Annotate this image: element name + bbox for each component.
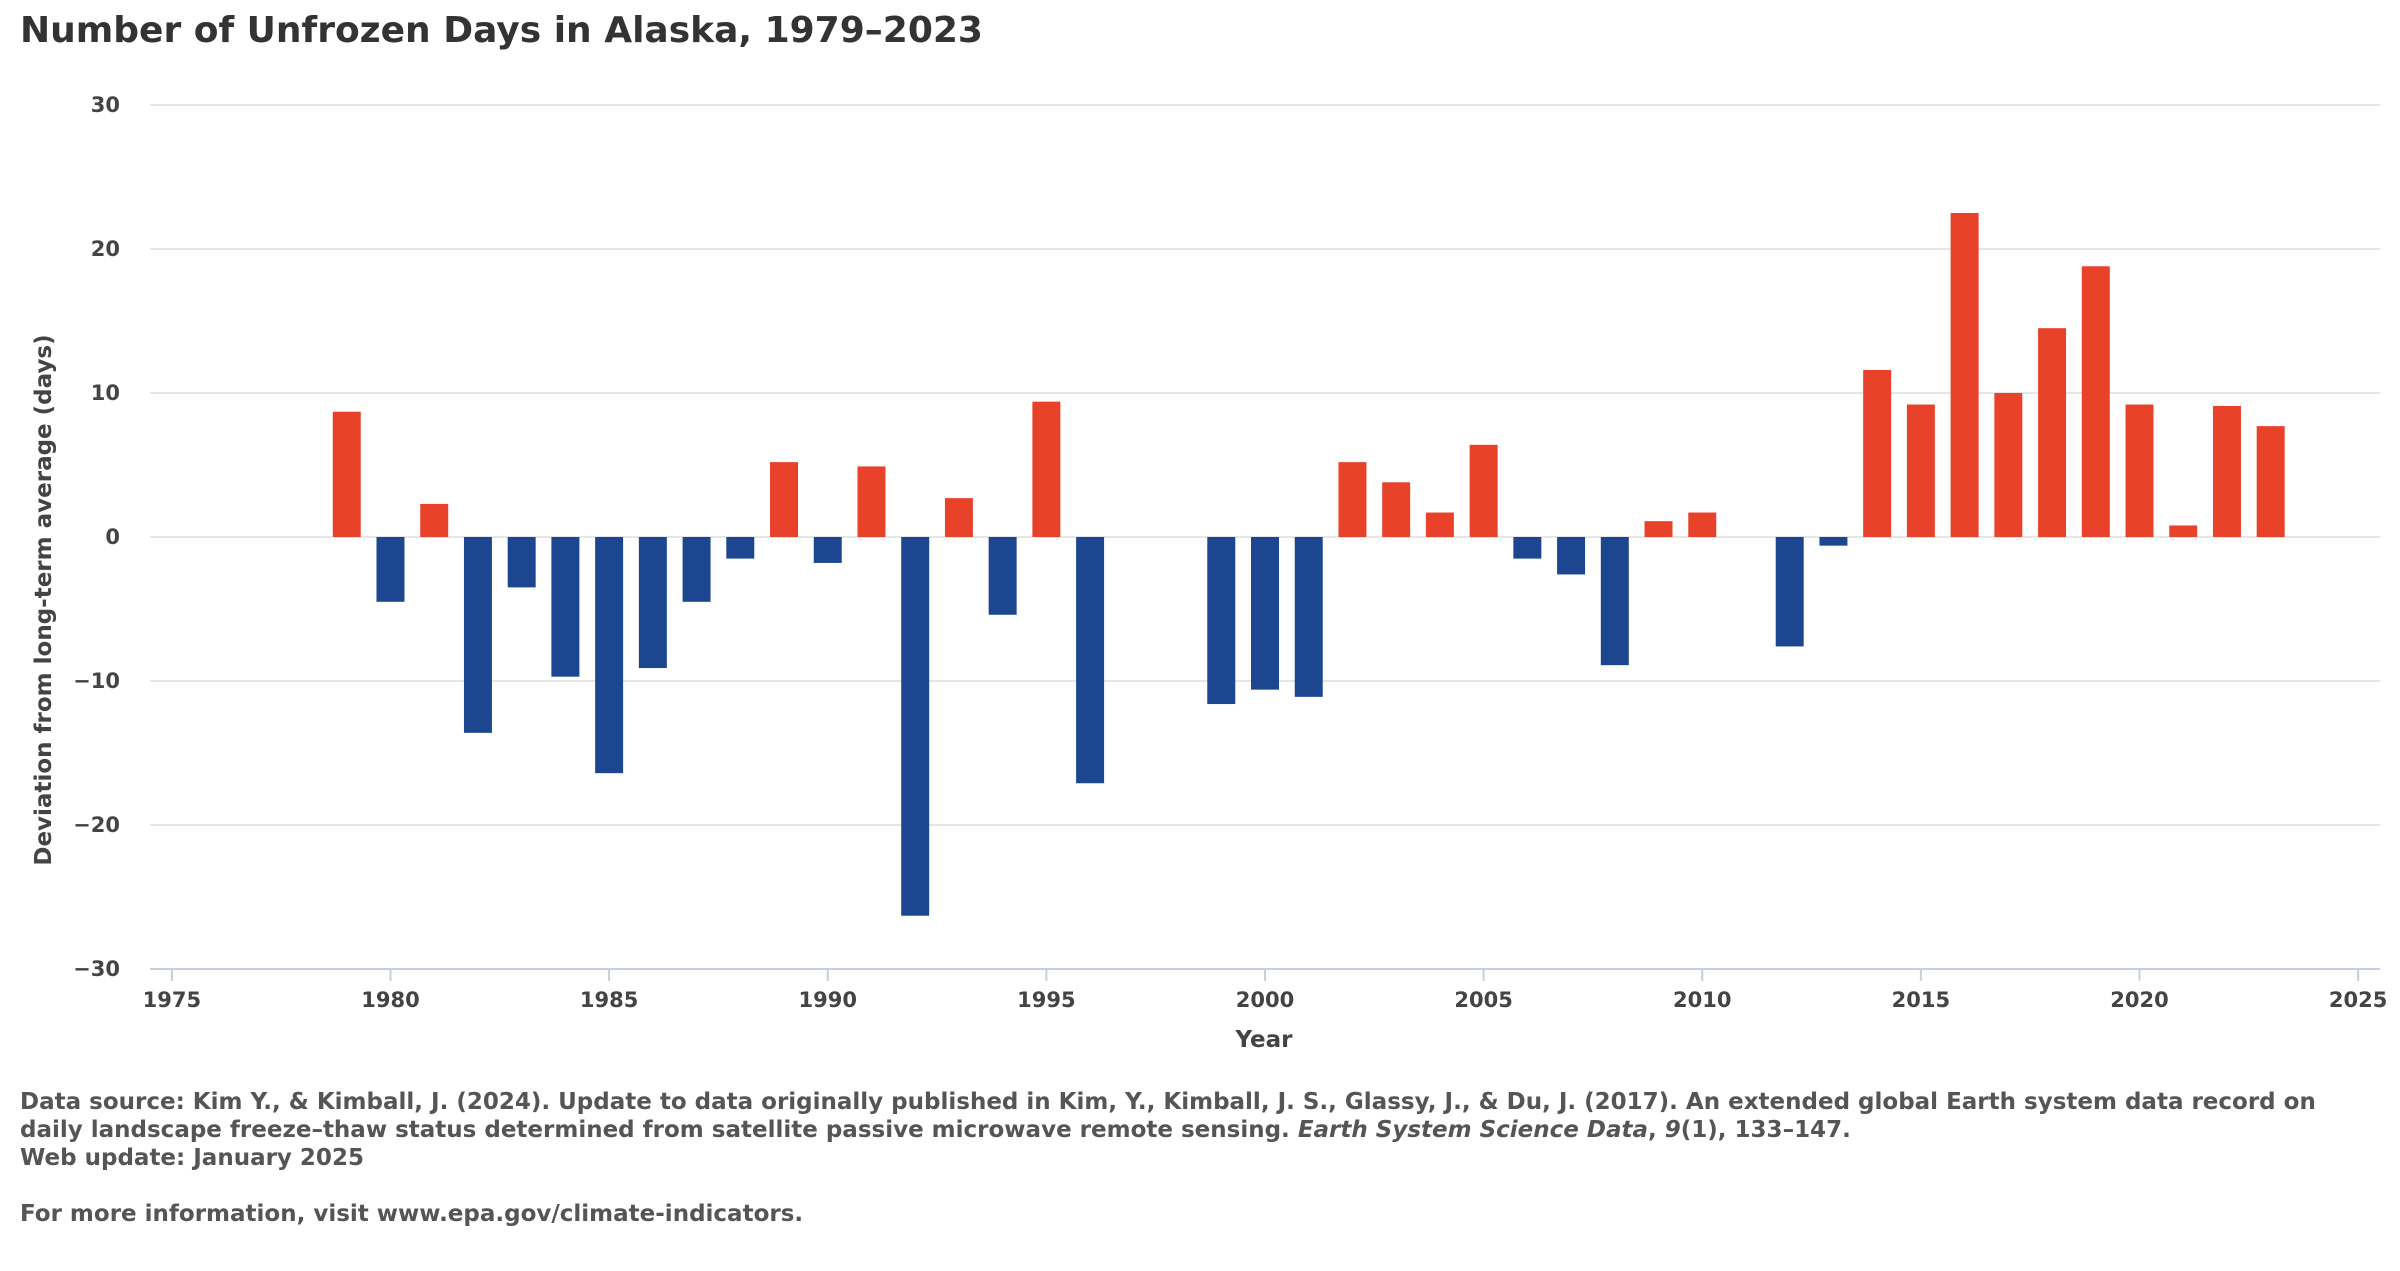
- bar-1995: [1032, 401, 1061, 537]
- bar-2016: [1950, 213, 1979, 537]
- y-tick-label: 30: [91, 93, 120, 117]
- y-axis-title: Deviation from long-term average (days): [31, 334, 57, 865]
- bar-1993: [944, 498, 973, 537]
- x-tick-label: 2025: [2329, 988, 2387, 1012]
- bar-2013: [1819, 537, 1848, 546]
- x-tick-label: 1980: [361, 988, 419, 1012]
- source-text: Data source: Kim Y., & Kimball, J. (2024…: [20, 1089, 2316, 1143]
- source-separator: ,: [1648, 1117, 1665, 1143]
- bar-1983: [507, 537, 536, 588]
- x-tick-label: 1990: [799, 988, 857, 1012]
- y-tick-label: −30: [73, 957, 120, 981]
- bar-2014: [1863, 369, 1892, 537]
- x-tick-label: 2020: [2110, 988, 2168, 1012]
- chart-notes: Data source: Kim Y., & Kimball, J. (2024…: [20, 1088, 2360, 1228]
- bar-1979: [332, 411, 361, 537]
- y-tick-label: −20: [73, 813, 120, 837]
- bar-2003: [1382, 482, 1411, 537]
- bar-1996: [1076, 537, 1105, 784]
- bar-2006: [1513, 537, 1542, 559]
- web-update-note: Web update: January 2025: [20, 1145, 364, 1171]
- source-volume: 9: [1664, 1117, 1681, 1143]
- y-axis-ticks: 30 20 10 0 −10 −20 −30: [73, 93, 120, 981]
- x-tick-label: 1995: [1017, 988, 1075, 1012]
- bar-1991: [857, 466, 886, 537]
- bar-2021: [2169, 525, 2198, 537]
- bar-2005: [1469, 444, 1498, 537]
- bar-1989: [770, 462, 799, 537]
- x-tick-label: 2005: [1454, 988, 1512, 1012]
- x-tick-label: 1985: [580, 988, 638, 1012]
- x-tick-label: 1975: [143, 988, 201, 1012]
- bar-2008: [1600, 537, 1629, 666]
- x-tick-label: 2000: [1236, 988, 1294, 1012]
- y-tick-label: 0: [105, 525, 120, 549]
- chart-title: Number of Unfrozen Days in Alaska, 1979–…: [20, 10, 983, 51]
- bar-2022: [2212, 405, 2241, 537]
- bar-1999: [1207, 537, 1236, 705]
- bar-1980: [376, 537, 405, 602]
- bar-2012: [1775, 537, 1804, 647]
- bar-1988: [726, 537, 755, 559]
- y-tick-label: 20: [91, 237, 120, 261]
- bar-2018: [2038, 328, 2067, 537]
- x-axis-title: Year: [1234, 1027, 1293, 1053]
- source-pages: (1), 133–147.: [1680, 1117, 1851, 1143]
- bar-2019: [2081, 266, 2110, 537]
- data-source-note: Data source: Kim Y., & Kimball, J. (2024…: [20, 1088, 2360, 1144]
- bar-2017: [1994, 393, 2023, 537]
- bar-2004: [1425, 512, 1454, 537]
- x-tick-label: 2010: [1673, 988, 1731, 1012]
- bar-1984: [551, 537, 580, 677]
- bar-2007: [1557, 537, 1586, 575]
- more-info-note: For more information, visit www.epa.gov/…: [20, 1201, 804, 1227]
- bar-1990: [813, 537, 842, 563]
- x-axis: 1975 1980 1985 1990 1995 2000 2005 2010 2015 2020…: [143, 968, 2387, 1012]
- bar-1992: [901, 537, 930, 916]
- x-tick-label: 2015: [1892, 988, 1950, 1012]
- bar-2023: [2256, 426, 2285, 537]
- bar-1981: [420, 503, 449, 537]
- bar-1994: [988, 537, 1017, 615]
- source-journal: Earth System Science Data: [1297, 1117, 1649, 1143]
- bar-2001: [1294, 537, 1323, 697]
- y-tick-label: 10: [91, 381, 120, 405]
- bar-2009: [1644, 521, 1673, 537]
- bar-1985: [595, 537, 624, 774]
- y-tick-label: −10: [73, 669, 120, 693]
- bars: [332, 213, 2285, 916]
- bar-2015: [1906, 404, 1935, 537]
- bar-2000: [1251, 537, 1279, 690]
- bar-1986: [638, 537, 667, 669]
- bar-2020: [2125, 404, 2154, 537]
- bar-1987: [682, 537, 711, 602]
- bar-2010: [1688, 512, 1717, 537]
- bar-2002: [1338, 462, 1367, 537]
- bar-1982: [463, 537, 492, 733]
